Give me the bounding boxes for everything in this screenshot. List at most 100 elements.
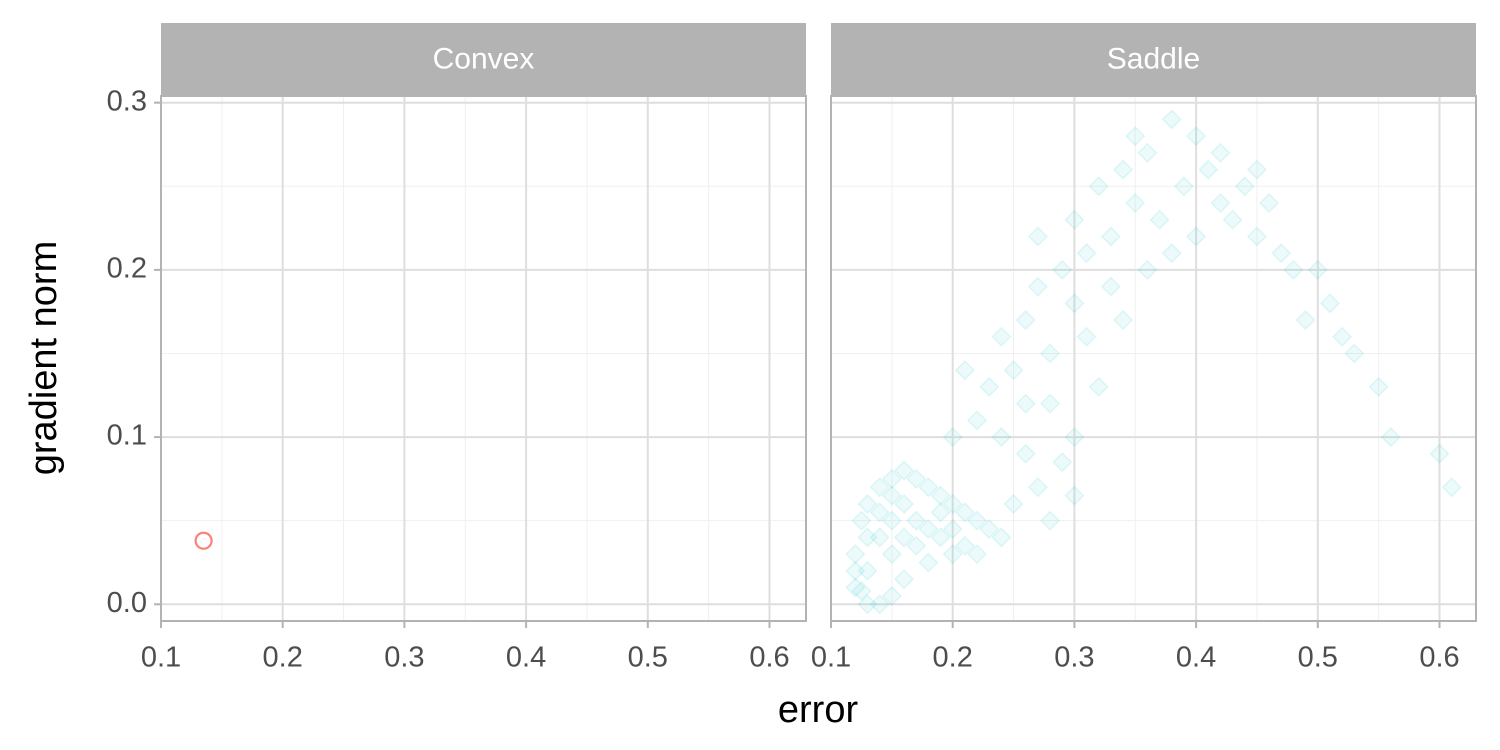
point	[857, 493, 878, 515]
point	[1173, 176, 1194, 197]
point	[1113, 159, 1134, 180]
point	[1015, 309, 1036, 331]
point	[881, 468, 902, 489]
point	[1210, 142, 1231, 163]
x-tick-label: 0.3	[384, 642, 424, 674]
point	[991, 527, 1012, 548]
point	[966, 410, 988, 431]
point	[942, 493, 963, 515]
point	[1137, 142, 1158, 163]
y-tick-label: 0.2	[107, 253, 147, 285]
point	[1039, 510, 1061, 531]
point	[954, 535, 975, 556]
point	[1295, 309, 1316, 331]
point	[1186, 226, 1207, 247]
point	[942, 518, 963, 540]
point	[1186, 126, 1207, 147]
point	[881, 585, 902, 606]
point	[869, 477, 890, 498]
point	[1076, 326, 1097, 347]
x-tick-label: 0.6	[1419, 642, 1459, 674]
x-tick-label: 0.1	[811, 642, 851, 674]
x-tick-label: 0.2	[263, 642, 303, 674]
point	[1039, 393, 1061, 414]
point	[893, 493, 915, 515]
point	[1027, 276, 1048, 297]
point	[1332, 326, 1353, 347]
point	[930, 502, 951, 523]
point	[906, 468, 927, 489]
point	[1429, 443, 1450, 464]
panel-border	[160, 95, 807, 622]
point	[1003, 493, 1024, 515]
point	[1088, 176, 1109, 197]
y-tick-label: 0.0	[107, 587, 147, 619]
point	[881, 510, 902, 531]
point	[1015, 393, 1036, 414]
point	[1003, 360, 1024, 381]
x-tick-label: 0.6	[749, 642, 789, 674]
x-axis-title: error	[778, 689, 859, 731]
point	[1064, 427, 1085, 448]
y-axis-title: gradient norm	[23, 241, 65, 475]
point	[1039, 343, 1061, 364]
point	[1161, 243, 1182, 264]
strip-label: Saddle	[1107, 42, 1200, 75]
point	[1441, 477, 1462, 498]
point	[1027, 477, 1048, 498]
point	[954, 502, 975, 523]
point	[930, 485, 951, 506]
point	[1259, 192, 1280, 214]
point	[1246, 159, 1268, 180]
point	[966, 544, 988, 565]
point	[979, 518, 1000, 540]
strip	[161, 23, 806, 96]
x-tick-label: 0.1	[141, 642, 181, 674]
point	[1125, 192, 1146, 214]
point	[857, 527, 878, 548]
point	[845, 544, 866, 565]
point	[1161, 109, 1182, 130]
point	[869, 594, 890, 615]
point	[1027, 226, 1048, 247]
point	[845, 577, 866, 598]
panel-border	[830, 95, 1477, 622]
point	[979, 376, 1000, 397]
point	[893, 460, 915, 481]
point	[869, 527, 890, 548]
point	[1344, 343, 1365, 364]
point	[1319, 293, 1341, 314]
point	[1064, 293, 1085, 314]
point	[918, 552, 939, 573]
point	[1222, 209, 1243, 230]
point	[1076, 243, 1097, 264]
point	[906, 510, 927, 531]
y-tick-label: 0.3	[107, 85, 147, 117]
point	[893, 527, 915, 548]
point	[1125, 126, 1146, 147]
x-tick-label: 0.2	[933, 642, 973, 674]
point	[1088, 376, 1109, 397]
point	[1113, 309, 1134, 331]
point	[991, 427, 1012, 448]
point	[194, 531, 213, 550]
point	[1380, 427, 1401, 448]
point	[845, 560, 866, 581]
strip	[831, 23, 1476, 96]
point	[1149, 209, 1170, 230]
point	[918, 518, 939, 540]
x-tick-label: 0.5	[1298, 642, 1338, 674]
point	[1368, 376, 1389, 397]
x-tick-label: 0.4	[1176, 642, 1216, 674]
point	[851, 580, 872, 601]
point	[1283, 259, 1304, 280]
strip-label: Convex	[433, 42, 535, 75]
point	[1271, 243, 1292, 264]
point	[1210, 192, 1231, 214]
point	[1234, 176, 1255, 197]
point	[906, 535, 927, 556]
point	[1137, 259, 1158, 280]
point	[991, 326, 1012, 347]
point	[851, 510, 872, 531]
point	[1246, 226, 1268, 247]
